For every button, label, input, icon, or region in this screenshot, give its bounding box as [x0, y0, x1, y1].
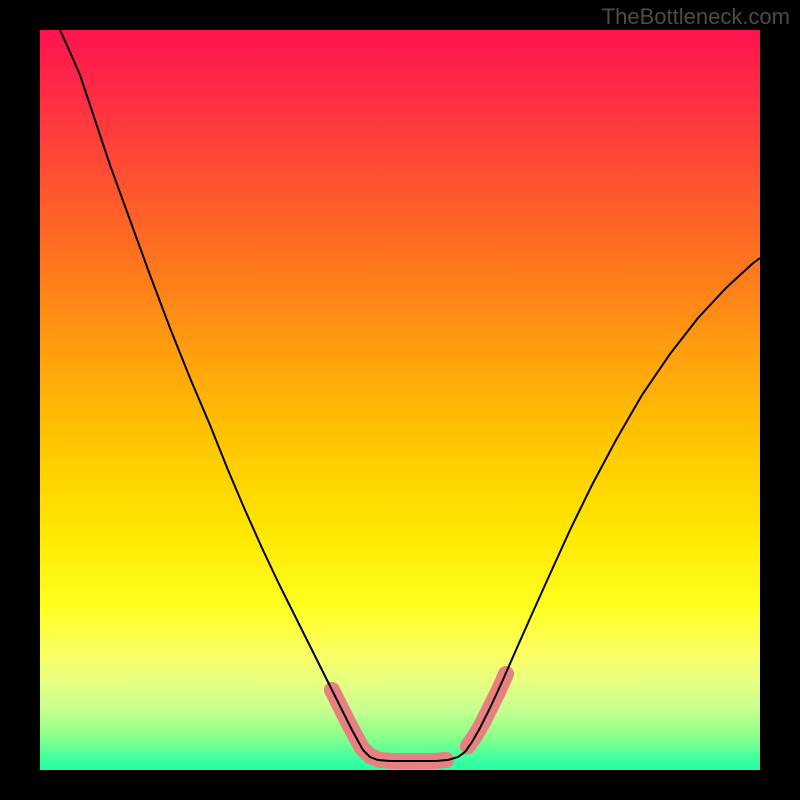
watermark-text: TheBottleneck.com [602, 4, 790, 30]
curve-layer [40, 30, 760, 770]
plot-area [40, 30, 760, 770]
left-curve [60, 30, 363, 750]
